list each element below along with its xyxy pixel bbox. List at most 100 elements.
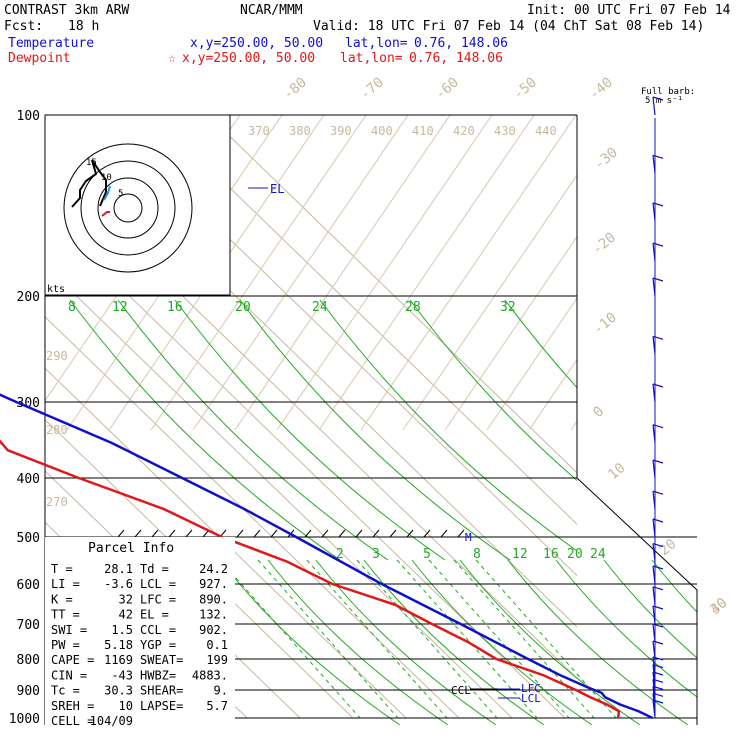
pressure-label-600: 600 [17, 578, 40, 593]
wind-barb-100 [652, 96, 664, 116]
hodograph-ring-10 [97, 177, 159, 239]
hodograph: 5 10 15 kts [44, 114, 231, 296]
parcel-key-right: SHEAR= [140, 684, 183, 698]
parcel-value-right: 0.1 [206, 638, 228, 652]
theta-label-left: 290 [46, 349, 68, 363]
theta-label: 440 [535, 124, 557, 138]
dry-adiabat [402, 174, 577, 431]
hodograph-trace-low [103, 185, 111, 201]
hatch-mark [134, 529, 142, 538]
parcel-value-left: 42 [119, 608, 133, 622]
mixing-ratio-dashed [257, 559, 399, 719]
hodograph-ring-15 [80, 160, 176, 256]
parcel-key-right: EL = [140, 608, 169, 622]
fcst-label: Fcst: [4, 19, 43, 34]
parcel-key-left: CAPE = [51, 653, 94, 667]
moist-adiabat [507, 559, 689, 725]
lfc-label: LFC [521, 682, 541, 695]
parcel-key-left: SWI = [51, 623, 87, 637]
parcel-row: CELL =104/09 [51, 714, 133, 728]
mixing-ratio-label-lower: 2 [336, 547, 344, 562]
temperature-legend: Temperature [8, 36, 94, 51]
moist-adiabat [651, 559, 697, 613]
mixing-ratio-label-lower: 20 [567, 547, 583, 562]
parcel-row: TT = 42 EL = 132. [51, 608, 228, 622]
isotherm [45, 367, 407, 719]
isotherm-label-right: 40 [707, 595, 730, 618]
moist-adiabat [411, 559, 593, 725]
isotherm [45, 316, 460, 719]
mixing-ratio-label: 28 [405, 300, 421, 315]
center-title: NCAR/MMM [240, 3, 303, 18]
moist-adiabat [219, 559, 401, 725]
theta-label: 420 [453, 124, 475, 138]
wind-barbs [652, 96, 664, 719]
parcel-value-left: 1169 [104, 653, 133, 667]
dry-adiabat [276, 115, 493, 431]
moist-adiabat [315, 559, 497, 725]
parcel-row: LI = -3.6 LCL = 927. [51, 577, 228, 591]
dewpoint-latlon-label: lat,lon= [340, 51, 403, 66]
parcel-row: Tc = 30.3 SHEAR= 9. [51, 684, 228, 698]
hatch-mark [321, 529, 329, 538]
parcel-row: K = 32 LFC = 890. [51, 592, 228, 606]
hatch-mark [151, 529, 159, 538]
parcel-row: SREH = 10 LAPSE= 5.7 [51, 699, 228, 713]
parcel-value-right: 9. [214, 684, 228, 698]
dry-adiabat [192, 115, 409, 431]
dry-adiabat [486, 297, 577, 431]
parcel-value-right: 24.2 [199, 562, 228, 576]
mixing-ratio-label-lower: 16 [543, 547, 559, 562]
dewpoint-latlon: 0.76, 148.06 [409, 51, 503, 66]
parcel-info-panel: Parcel Info T = 28.1 Td = 24.2 LI = -3.6 LCL =… [45, 537, 235, 728]
dry-adiabat [318, 115, 535, 431]
mixing-ratio-line [117, 299, 389, 561]
parcel-key-left: K = [51, 592, 73, 606]
hodograph-trace [71, 159, 107, 208]
theta-label: 430 [494, 124, 516, 138]
dewpoint-legend: Dewpoint [8, 51, 71, 66]
mixing-ratio-dashed [475, 559, 617, 719]
parcel-value-left: -3.6 [104, 577, 133, 591]
parcel-key-left: TT = [51, 608, 80, 622]
parcel-value-left: 104/09 [90, 714, 133, 728]
theta-label: 400 [371, 124, 393, 138]
hodograph-ring-label-10: 10 [101, 173, 112, 183]
theta-label-left: 280 [46, 423, 68, 437]
hatch-mark [338, 529, 346, 538]
temperature-profile [0, 393, 654, 720]
parcel-key-left: LI = [51, 577, 80, 591]
isotherm-label-top: -70 [357, 75, 387, 104]
parcel-key-left: Tc = [51, 684, 80, 698]
pressure-label-100: 100 [17, 109, 40, 124]
parcel-value-right: 890. [199, 592, 228, 606]
parcel-value-right: 5.7 [206, 699, 228, 713]
hodograph-ring-label-5: 5 [118, 189, 123, 199]
mixing-ratio-dashed [428, 559, 570, 719]
temperature-latlon: 0.76, 148.06 [414, 36, 508, 51]
parcel-value-right: 199 [206, 653, 228, 667]
parcel-row: T = 28.1 Td = 24.2 [51, 562, 228, 576]
dry-adiabat [150, 115, 367, 431]
isotherm [207, 115, 577, 474]
parcel-key-left: CELL = [51, 714, 94, 728]
mixing-ratio-label-lower: 5 [423, 547, 431, 562]
pressure-label-300: 300 [17, 396, 40, 411]
hatch-mark [457, 529, 465, 538]
parcel-value-right: 902. [199, 623, 228, 637]
mixing-ratio-label-lower: 3 [372, 547, 380, 562]
theta-label: 390 [330, 124, 352, 138]
dry-adiabat [360, 115, 577, 431]
dewpoint-location: x,y=250.00, 50.00 [182, 51, 315, 66]
dewpoint-star-icon: ☆ [168, 51, 176, 66]
parcel-key-left: PW = [51, 638, 80, 652]
parcel-key-right: HWBZ= [140, 668, 176, 682]
dewpoint-profile [0, 439, 621, 719]
lcl-label: LCL [521, 692, 541, 705]
dry-adiabat [444, 235, 577, 431]
parcel-info-title: Parcel Info [88, 541, 174, 556]
mixing-ratio-line [174, 299, 446, 561]
hatch-mark [355, 529, 363, 538]
hatch-mark [236, 529, 244, 538]
